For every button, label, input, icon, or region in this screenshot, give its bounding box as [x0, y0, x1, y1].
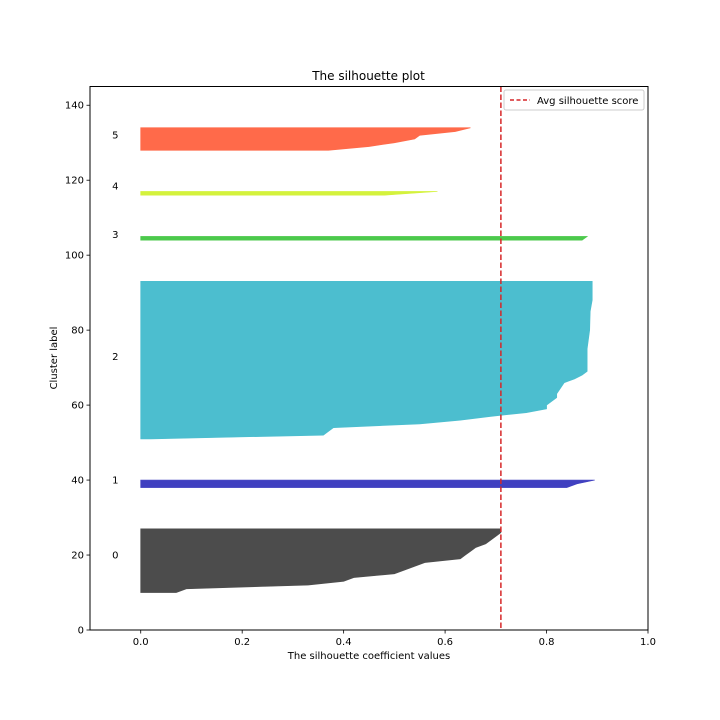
x-tick-label: 0.8	[539, 637, 555, 648]
y-axis: 0 20 40 60 80 100 120 140	[65, 101, 90, 637]
cluster-5-silhouette	[140, 127, 471, 151]
plot-area: 0 1 2 3 4 5	[112, 86, 595, 630]
x-tick-label: 1.0	[640, 637, 656, 648]
legend: Avg silhouette score	[503, 89, 645, 111]
cluster-5-label: 5	[112, 131, 118, 142]
y-tick-label: 0	[78, 626, 84, 637]
x-tick-label: 0.2	[234, 637, 250, 648]
legend-avg-label: Avg silhouette score	[537, 96, 638, 107]
y-tick-label: 120	[65, 176, 84, 187]
cluster-4-label: 4	[112, 181, 118, 192]
y-tick-label: 100	[65, 251, 84, 262]
legend-box	[503, 89, 645, 111]
chart-title: The silhouette plot	[311, 69, 425, 83]
cluster-0-label: 0	[112, 551, 118, 562]
cluster-1-silhouette	[140, 479, 595, 488]
cluster-1-label: 1	[112, 476, 118, 487]
cluster-3-silhouette	[140, 236, 589, 241]
cluster-4-silhouette	[140, 191, 438, 196]
y-tick-label: 80	[71, 326, 84, 337]
y-axis-label: Cluster label	[49, 327, 60, 390]
y-tick-label: 140	[65, 101, 84, 112]
y-tick-label: 60	[71, 401, 84, 412]
axes-frame	[89, 86, 649, 631]
x-axis: 0.0 0.2 0.4 0.6 0.8 1.0	[133, 630, 656, 648]
cluster-3-label: 3	[112, 230, 118, 241]
x-tick-label: 0.4	[336, 637, 352, 648]
cluster-2-label: 2	[112, 352, 118, 363]
y-tick-label: 40	[71, 476, 84, 487]
x-tick-label: 0.0	[133, 637, 149, 648]
x-tick-label: 0.6	[437, 637, 453, 648]
cluster-0-silhouette	[140, 528, 502, 593]
y-tick-label: 20	[71, 551, 84, 562]
cluster-2-silhouette	[140, 281, 593, 440]
x-axis-label: The silhouette coefficient values	[287, 651, 451, 662]
